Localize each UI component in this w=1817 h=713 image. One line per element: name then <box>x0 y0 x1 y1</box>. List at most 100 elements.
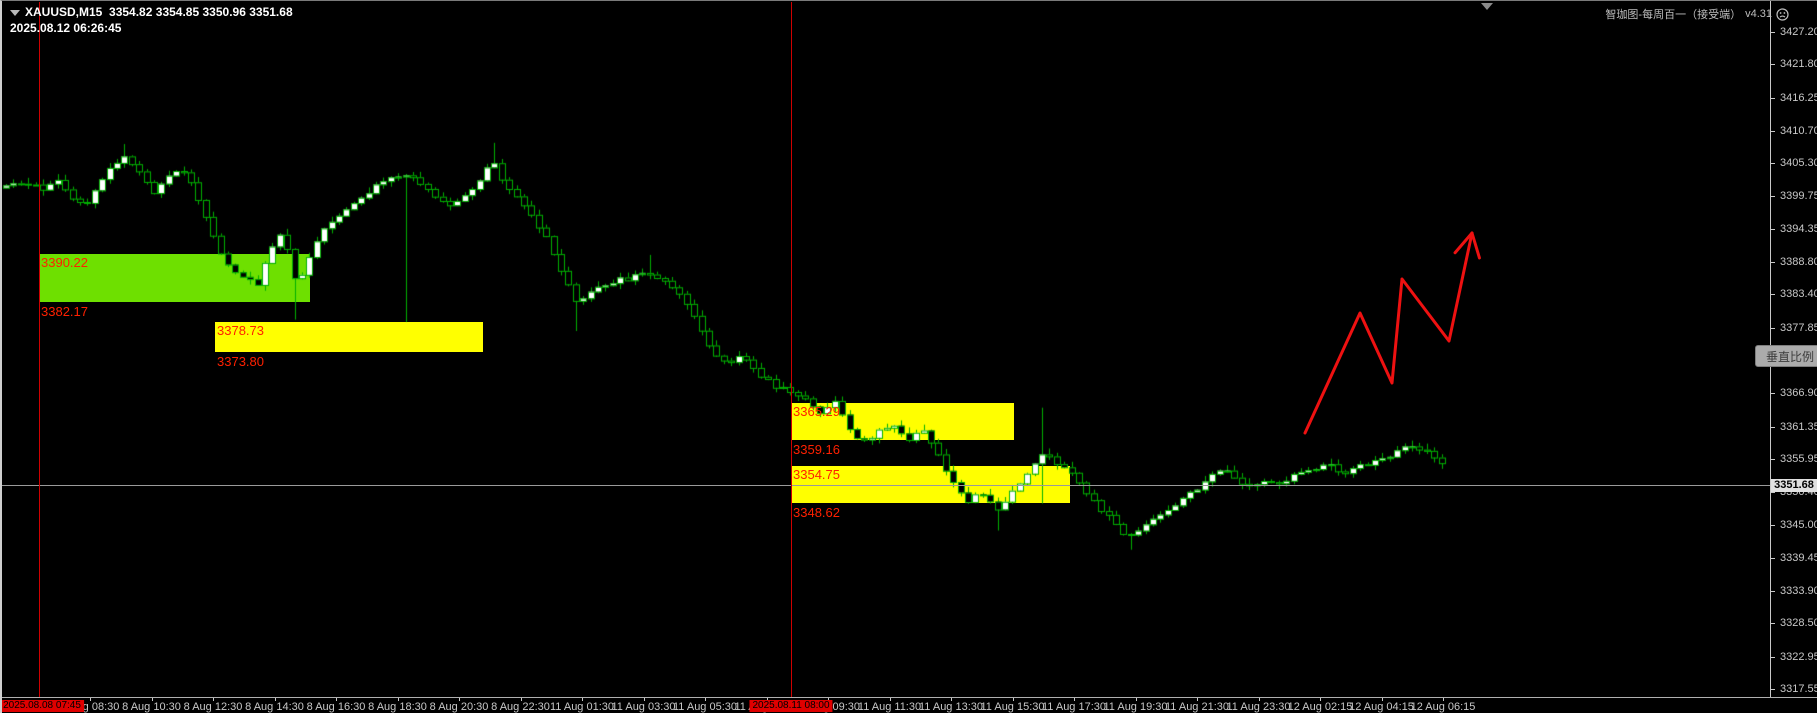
price-tick-dash <box>1770 558 1775 559</box>
time-tick-dash <box>1197 698 1198 701</box>
time-tick-label: 11 Aug 17:30 <box>1041 701 1107 713</box>
symbol-ohlc-line: XAUUSD,M15 3354.82 3354.85 3350.96 3351.… <box>10 5 293 19</box>
price-tick-label: 3322.95 <box>1780 651 1817 663</box>
price-tick-label: 3416.25 <box>1780 92 1817 104</box>
price-tick-dash <box>1770 623 1775 624</box>
candlestick-canvas[interactable] <box>2 1 1770 698</box>
price-tick-label: 3328.50 <box>1780 617 1817 629</box>
price-tick-dash <box>1770 492 1775 493</box>
price-tick-dash <box>1770 459 1775 460</box>
zone-yellow-1-top-price-label: 3378.73 <box>217 323 264 338</box>
time-tick-dash <box>705 698 706 701</box>
time-tick-label: 8 Aug 18:30 <box>368 701 427 713</box>
price-tick-dash <box>1770 196 1775 197</box>
price-tick-label: 3377.85 <box>1780 322 1817 334</box>
time-tick-label: 8 Aug 20:30 <box>429 701 489 713</box>
ohlc-high: 3354.85 <box>155 5 200 19</box>
time-axis-separator <box>2 697 1817 698</box>
price-tick-dash <box>1770 427 1775 428</box>
time-tick-dash <box>582 698 583 701</box>
price-tick-label: 3339.45 <box>1780 552 1817 564</box>
zone-yellow-3-bottom-price-label: 3348.62 <box>793 505 840 520</box>
price-tick-dash <box>1770 229 1775 230</box>
event-vline-time-tag: 2025.08.08 07:45 <box>2 700 84 712</box>
chart-plot-area[interactable]: 3390.22 3382.17 3378.73 3373.80 3365.29 3359.… <box>2 1 1770 698</box>
price-tick-dash <box>1770 393 1775 394</box>
price-tick-dash <box>1770 98 1775 99</box>
chart-shift-marker-icon[interactable] <box>1481 3 1493 10</box>
time-tick-dash <box>274 698 276 701</box>
price-tick-dash <box>1770 64 1775 65</box>
symbol-label: XAUUSD,M15 <box>25 5 103 19</box>
price-tick-label: 3427.20 <box>1780 26 1817 38</box>
price-tick-label: 3345.00 <box>1780 519 1817 531</box>
price-tick-dash <box>1770 657 1775 658</box>
current-price-tag: 3351.68 <box>1771 479 1817 492</box>
time-tick-dash <box>1074 698 1075 701</box>
time-tick-label: 8 Aug 22:30 <box>491 701 550 713</box>
price-tick-label: 3355.95 <box>1780 453 1817 465</box>
price-tick-dash <box>1770 689 1775 690</box>
time-tick-dash <box>766 698 768 701</box>
time-tick-dash <box>336 698 337 701</box>
time-tick-dash <box>397 698 399 701</box>
time-tick-label: 8 Aug 16:30 <box>306 701 366 713</box>
event-vline-time-tag: 2025.08.11 08:00 <box>749 700 833 712</box>
time-tick-label: 8 Aug 10:30 <box>122 701 181 713</box>
time-tick-dash <box>213 698 214 701</box>
trend-arrow-drawing[interactable] <box>2 1 1770 698</box>
price-tick-label: 3410.70 <box>1780 125 1817 137</box>
indicator-label: 智珈图-每周百一（接受端） v4.31 <box>1605 6 1789 22</box>
time-tick-label: 11 Aug 15:30 <box>980 701 1045 713</box>
time-tick-dash <box>1320 698 1321 701</box>
price-tick-dash <box>1770 32 1775 33</box>
time-tick-label: 12 Aug 04:15 <box>1349 701 1414 713</box>
time-tick-dash <box>889 698 891 701</box>
price-tick-label: 3388.80 <box>1780 256 1817 268</box>
time-tick-label: 11 Aug 19:30 <box>1103 701 1168 713</box>
time-tick-label: 11 Aug 13:30 <box>918 701 984 713</box>
price-tick-label: 3383.40 <box>1780 288 1817 300</box>
ohlc-open: 3354.82 <box>109 5 153 19</box>
zone-yellow-1-bottom-price-label: 3373.80 <box>217 354 264 369</box>
ohlc-close: 3351.68 <box>249 5 293 19</box>
price-tick-label: 3399.75 <box>1780 190 1817 202</box>
price-tick-label: 3366.90 <box>1780 387 1817 399</box>
zone-yellow-3-top-price-label: 3354.75 <box>793 467 840 482</box>
demand-zone-green-top-price-label: 3390.22 <box>41 255 88 270</box>
time-tick-label: 11 Aug 21:30 <box>1164 701 1230 713</box>
time-tick-dash <box>459 698 460 701</box>
time-tick-label: 8 Aug 14:30 <box>245 701 304 713</box>
zone-yellow-2-top-price-label: 3365.29 <box>793 404 840 419</box>
indicator-version: v4.31 <box>1745 8 1772 20</box>
event-vline[interactable] <box>39 2 40 697</box>
symbol-dropdown-icon[interactable] <box>10 10 20 16</box>
time-tick-label: 11 Aug 03:30 <box>611 701 676 713</box>
time-tick-dash <box>151 698 153 701</box>
sad-face-icon[interactable] <box>1776 7 1789 21</box>
time-tick-label: 11 Aug 01:30 <box>549 701 615 713</box>
time-tick-label: 12 Aug 02:15 <box>1287 701 1353 713</box>
time-tick-dash <box>1443 698 1444 701</box>
price-tick-dash <box>1770 525 1775 526</box>
zone-yellow-2-bottom-price-label: 3359.16 <box>793 442 840 457</box>
price-tick-dash <box>1770 294 1775 295</box>
time-tick-label: 11 Aug 11:30 <box>857 701 922 713</box>
time-tick-dash <box>951 698 952 701</box>
price-tick-dash <box>1770 328 1775 329</box>
vertical-scale-tooltip: 垂直比例 <box>1755 345 1817 367</box>
price-tick-label: 3317.55 <box>1780 683 1817 695</box>
time-tick-dash <box>90 698 91 701</box>
price-tick-dash <box>1770 591 1775 592</box>
time-tick-dash <box>520 698 522 701</box>
time-tick-label: 12 Aug 06:15 <box>1410 701 1476 713</box>
event-vline[interactable] <box>791 2 792 697</box>
time-tick-dash <box>828 698 829 701</box>
demand-zone-green-bottom-price-label: 3382.17 <box>41 304 88 319</box>
price-tick-label: 3333.90 <box>1780 585 1817 597</box>
time-tick-dash <box>1012 698 1014 701</box>
time-tick-label: 11 Aug 23:30 <box>1226 701 1291 713</box>
price-tick-dash <box>1770 163 1775 164</box>
indicator-name: 智珈图-每周百一（接受端） <box>1605 9 1742 21</box>
